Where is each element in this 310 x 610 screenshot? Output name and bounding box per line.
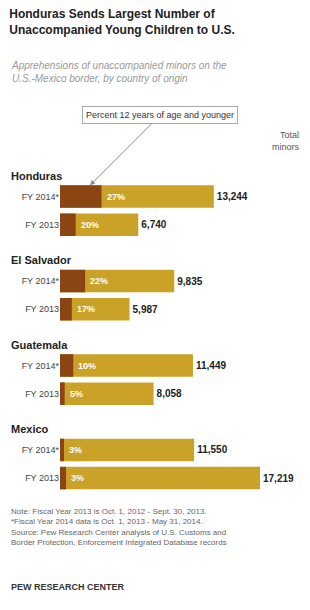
svg-text:FY 2014*: FY 2014*	[22, 445, 60, 455]
svg-text:5,987: 5,987	[133, 304, 158, 315]
svg-text:10%: 10%	[78, 361, 96, 371]
svg-text:8,058: 8,058	[157, 388, 182, 399]
svg-text:Apprehensions of unaccompanied: Apprehensions of unaccompanied minors on…	[11, 60, 227, 84]
svg-text:Honduras Sends Largest Number: Honduras Sends Largest Number ofUnaccomp…	[9, 7, 235, 37]
svg-text:11,550: 11,550	[197, 444, 227, 455]
svg-text:FY 2014*: FY 2014*	[22, 192, 60, 202]
svg-text:20%: 20%	[81, 220, 99, 230]
svg-text:Honduras: Honduras	[11, 170, 62, 182]
svg-text:22%: 22%	[90, 276, 108, 286]
svg-text:FY 2013: FY 2013	[25, 220, 59, 230]
svg-text:17%: 17%	[77, 304, 95, 314]
svg-text:9,835: 9,835	[177, 276, 202, 287]
svg-text:FY 2013: FY 2013	[25, 473, 59, 483]
svg-text:3%: 3%	[69, 445, 82, 455]
svg-text:El Salvador: El Salvador	[11, 254, 72, 266]
svg-text:5%: 5%	[70, 389, 83, 399]
svg-text:27%: 27%	[107, 192, 125, 202]
svg-text:FY 2013: FY 2013	[25, 304, 59, 314]
svg-text:Totalminors: Totalminors	[272, 130, 300, 152]
svg-text:13,244: 13,244	[217, 191, 248, 202]
svg-text:Mexico: Mexico	[11, 423, 49, 435]
svg-text:FY 2014*: FY 2014*	[22, 276, 60, 286]
svg-text:3%: 3%	[71, 473, 84, 483]
svg-text:17,219: 17,219	[263, 473, 294, 484]
svg-text:PEW RESEARCH CENTER: PEW RESEARCH CENTER	[11, 582, 125, 592]
svg-text:FY 2014*: FY 2014*	[22, 361, 60, 371]
svg-text:6,740: 6,740	[141, 219, 166, 230]
svg-text:FY 2013: FY 2013	[25, 389, 59, 399]
svg-text:Guatemala: Guatemala	[11, 339, 68, 351]
svg-text:Percent 12 years of age and yo: Percent 12 years of age and younger	[86, 110, 234, 120]
svg-text:11,449: 11,449	[196, 360, 226, 371]
svg-text:Note: Fiscal Year 2013 is Oct.: Note: Fiscal Year 2013 is Oct. 1, 2012 -…	[11, 507, 227, 547]
